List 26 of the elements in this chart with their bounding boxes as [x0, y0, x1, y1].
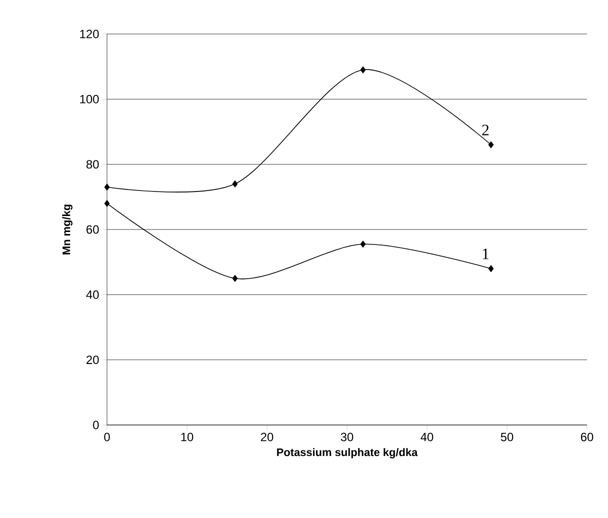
x-axis-title: Potassium sulphate kg/dka: [277, 448, 418, 458]
x-tick-label: 20: [260, 432, 274, 442]
y-tick-label: 60: [86, 225, 99, 234]
x-tick-label: 10: [181, 432, 194, 442]
y-tick-label: 120: [80, 30, 99, 38]
y-tick-label: 80: [86, 160, 99, 169]
point: [488, 141, 494, 148]
y-axis-title: Mn mg/kg: [62, 204, 72, 254]
point: [104, 184, 110, 191]
point: [104, 200, 110, 207]
x-tick-label: 60: [580, 432, 594, 442]
y-tick-label: 20: [86, 356, 99, 364]
x-tick-label: 50: [500, 432, 514, 442]
point: [232, 180, 238, 188]
y-tick-label: 40: [86, 290, 99, 299]
x-tick-label: 0: [104, 432, 110, 442]
point: [488, 265, 494, 272]
series-label: 2: [482, 124, 489, 136]
point: [360, 240, 366, 248]
point: [360, 66, 366, 74]
x-tick-label: 40: [420, 432, 434, 442]
series-label: 1: [482, 248, 489, 260]
y-tick-label: 100: [80, 94, 99, 104]
y-tick-label: 0: [93, 420, 99, 430]
point: [232, 274, 238, 282]
x-tick-label: 30: [340, 432, 354, 442]
